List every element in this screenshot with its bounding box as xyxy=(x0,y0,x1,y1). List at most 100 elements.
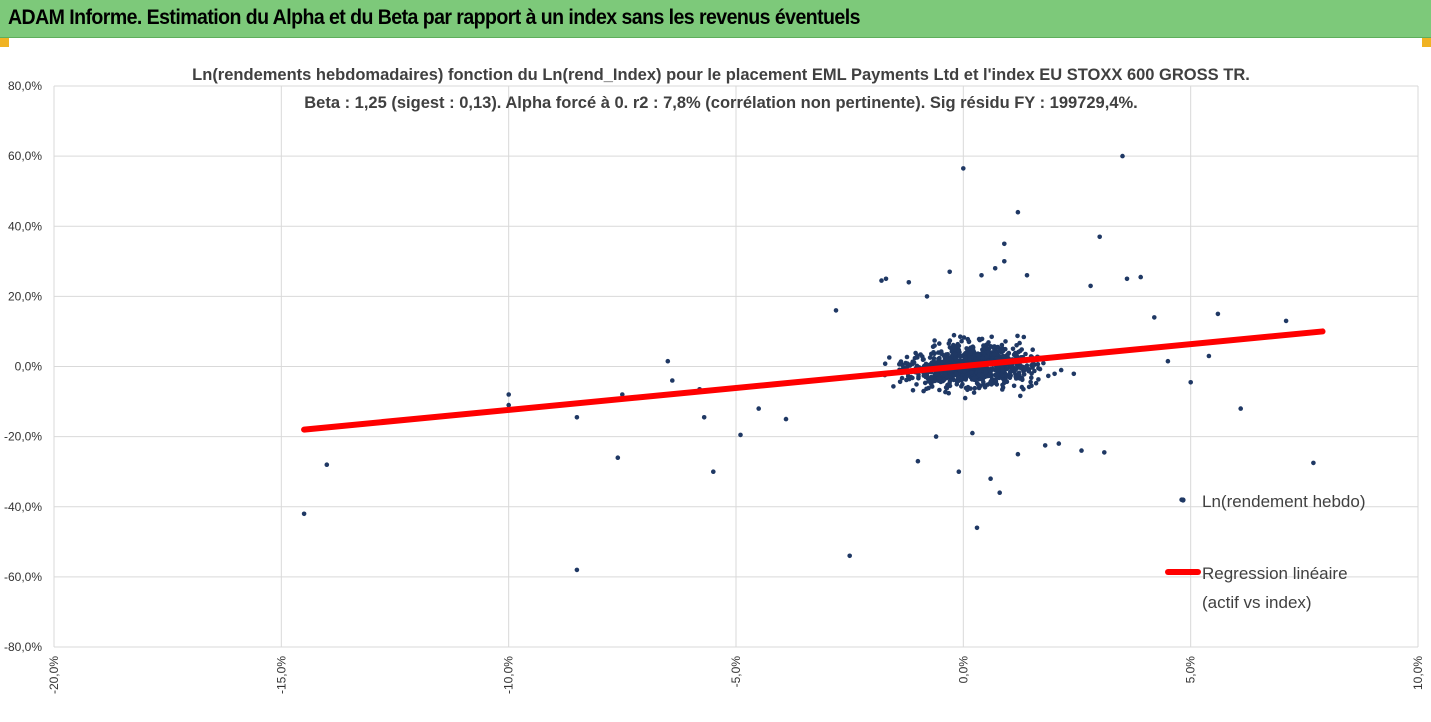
scatter-point xyxy=(1052,371,1057,377)
scatter-point xyxy=(989,334,994,340)
scatter-point xyxy=(992,344,997,349)
scatter-point xyxy=(920,357,926,363)
scatter-point xyxy=(1058,367,1064,373)
scatter-point xyxy=(970,347,976,353)
scatter-point xyxy=(1018,366,1024,371)
scatter-point xyxy=(916,376,921,381)
scatter-point xyxy=(1015,451,1021,457)
scatter-point xyxy=(1015,209,1021,215)
scatter-point xyxy=(1017,348,1023,354)
scatter-point xyxy=(979,336,985,342)
scatter-point xyxy=(921,371,927,377)
scatter-point xyxy=(933,434,939,439)
scatter-point xyxy=(962,368,967,374)
scatter-point xyxy=(997,490,1002,496)
scatter-point xyxy=(905,374,911,379)
x-tick-label: 10,0% xyxy=(1411,656,1425,690)
scatter-point xyxy=(1000,367,1005,373)
scatter-point xyxy=(1124,276,1130,282)
scatter-point xyxy=(954,382,960,387)
legend-label-regression-line2: (actif vs index) xyxy=(1202,593,1312,612)
scatter-point xyxy=(973,356,978,362)
scatter-point xyxy=(932,338,937,343)
scatter-point xyxy=(975,352,981,358)
x-tick-label: -5,0% xyxy=(729,656,743,688)
scatter-point xyxy=(1011,383,1017,389)
scatter-point xyxy=(921,388,926,394)
scatter-point xyxy=(1001,380,1007,386)
scatter-point xyxy=(955,374,961,380)
scatter-point xyxy=(961,166,966,171)
scatter-point xyxy=(897,362,902,367)
scatter-point xyxy=(1028,379,1033,385)
scatter-point xyxy=(989,377,995,383)
scatter-point xyxy=(931,356,937,361)
scatter-point xyxy=(904,377,909,383)
scatter-point xyxy=(934,371,940,377)
scatter-point xyxy=(1042,443,1048,448)
scatter-point xyxy=(930,379,935,384)
scatter-point xyxy=(1018,393,1023,399)
scatter-point xyxy=(897,379,903,385)
scatter-point xyxy=(882,361,888,367)
scatter-point xyxy=(956,343,962,349)
scatter-point xyxy=(1188,380,1193,385)
scatter-point xyxy=(904,354,910,360)
scatter-point xyxy=(926,385,931,391)
legend-label-regression: Regression linéaire xyxy=(1202,564,1348,583)
scatter-point xyxy=(847,553,852,559)
scatter-point xyxy=(1024,273,1030,278)
scatter-point xyxy=(951,377,956,383)
scatter-point xyxy=(891,384,896,389)
scatter-point xyxy=(1032,368,1037,374)
scatter-point xyxy=(970,430,975,436)
y-tick-label: 40,0% xyxy=(8,219,42,233)
legend-label-points: Ln(rendement hebdo) xyxy=(1202,492,1366,511)
scatter-point xyxy=(665,358,671,364)
scatter-point xyxy=(1030,347,1035,353)
scatter-point xyxy=(1007,375,1013,381)
scatter-point xyxy=(943,385,949,390)
scatter-point xyxy=(1002,241,1007,247)
chart-grid xyxy=(53,85,1419,648)
scatter-point xyxy=(991,352,997,357)
scatter-point xyxy=(971,376,977,381)
scatter-point xyxy=(620,392,625,397)
scatter-point xyxy=(1056,441,1062,446)
scatter-point xyxy=(978,383,983,389)
x-tick-label: 5,0% xyxy=(1184,656,1198,684)
scatter-point xyxy=(981,379,986,385)
scatter-point xyxy=(1097,234,1102,240)
scatter-point xyxy=(906,280,912,285)
chart-legend: Ln(rendement hebdo) Regression linéaire … xyxy=(1165,492,1366,612)
scatter-point xyxy=(947,378,953,383)
scatter-point xyxy=(968,351,973,356)
scatter-point xyxy=(959,338,964,344)
scatter-point xyxy=(964,346,970,352)
scatter-point xyxy=(947,269,952,275)
scatter-point xyxy=(979,273,984,278)
scatter-point xyxy=(952,351,958,357)
scatter-point xyxy=(833,308,839,313)
scatter-point xyxy=(978,376,983,382)
scatter-point xyxy=(1019,384,1025,390)
scatter-point xyxy=(956,469,962,475)
scatter-point xyxy=(927,355,933,360)
x-tick-label: -10,0% xyxy=(502,656,516,694)
x-axis-ticks: -20,0% -15,0% -10,0% -5,0% 0,0% 5,0% 10,0% xyxy=(47,656,1425,694)
scatter-point xyxy=(1041,360,1046,366)
x-tick-label: 0,0% xyxy=(956,656,970,684)
scatter-point xyxy=(1088,283,1093,289)
scatter-point xyxy=(615,455,621,461)
scatter-point xyxy=(963,377,968,382)
scatter-point xyxy=(1036,377,1041,382)
y-tick-label: 20,0% xyxy=(8,289,42,303)
y-tick-label: -60,0% xyxy=(4,570,42,584)
scatter-point xyxy=(1006,351,1011,356)
scatter-point xyxy=(969,370,974,375)
scatter-point xyxy=(926,379,931,384)
y-tick-label: 0,0% xyxy=(15,360,43,374)
report-title: ADAM Informe. Estimation du Alpha et du … xyxy=(8,6,860,29)
scatter-point xyxy=(1120,153,1125,159)
